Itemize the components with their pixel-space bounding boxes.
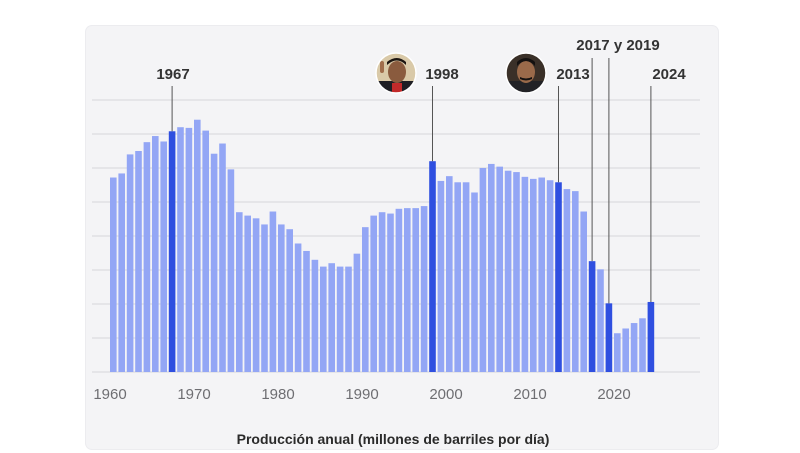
bar-1989 — [353, 253, 361, 372]
bar-2002 — [462, 182, 470, 372]
bar-1979 — [269, 211, 277, 372]
bar-2021 — [622, 328, 629, 372]
bar-1962 — [126, 154, 134, 372]
bar-1961 — [118, 173, 125, 372]
x-tick-1970: 1970 — [177, 386, 210, 403]
bar-1968 — [177, 127, 184, 372]
x-tick-2020: 2020 — [597, 386, 630, 403]
bar-2001 — [454, 182, 461, 372]
bar-2007 — [504, 170, 512, 372]
x-tick-1980: 1980 — [261, 386, 294, 403]
chavez-portrait — [375, 52, 417, 94]
bar-1988 — [345, 266, 352, 372]
bar-2000 — [446, 176, 453, 372]
bar-2009 — [521, 176, 529, 372]
annotation-leaders — [171, 58, 652, 304]
x-tick-1990: 1990 — [345, 386, 378, 403]
bar-1986 — [328, 263, 335, 372]
bar-2022 — [630, 323, 638, 372]
bar-1966 — [160, 141, 167, 372]
bar-1983 — [303, 250, 310, 372]
bar-1994 — [395, 208, 403, 372]
x-tick-1960: 1960 — [93, 386, 126, 403]
bar-1975 — [236, 212, 243, 372]
bar-2004 — [479, 168, 487, 372]
bar-1981 — [286, 229, 293, 372]
annotation-2024: 2024 — [652, 66, 686, 83]
bar-1985 — [320, 266, 327, 372]
bar-2008 — [513, 172, 520, 372]
bar-1987 — [336, 266, 344, 372]
bar-2017 — [588, 261, 596, 372]
bar-2020 — [614, 333, 621, 372]
bar-1995 — [404, 208, 411, 372]
bar-1969 — [185, 127, 193, 372]
bar-2011 — [538, 177, 545, 372]
x-tick-2010: 2010 — [513, 386, 546, 403]
bar-1963 — [135, 151, 142, 372]
bar-2019 — [605, 303, 613, 372]
bar-2010 — [530, 178, 537, 372]
annotation-1998: 1998 — [425, 66, 458, 83]
bar-1970 — [194, 119, 201, 372]
bar-1990 — [362, 227, 369, 372]
bar-1980 — [278, 224, 285, 372]
bar-1977 — [252, 218, 260, 372]
bar-2016 — [580, 211, 587, 372]
bar-1971 — [202, 130, 209, 372]
bar-2014 — [563, 189, 571, 372]
bar-1999 — [437, 180, 445, 372]
bar-1992 — [378, 212, 386, 372]
bar-2023 — [639, 318, 646, 372]
bar-1965 — [152, 136, 159, 372]
x-axis-label: Producción anual (millones de barriles p… — [237, 431, 550, 447]
bar-1984 — [311, 259, 319, 372]
bar-1991 — [370, 215, 377, 372]
bar-1997 — [420, 206, 428, 372]
bar-1973 — [219, 143, 226, 372]
annotation-1967: 1967 — [156, 66, 189, 83]
maduro-portrait — [505, 52, 547, 94]
bar-2018 — [597, 269, 604, 372]
bar-1967 — [168, 131, 176, 372]
bar-2005 — [488, 163, 495, 372]
bar-1960 — [110, 177, 117, 372]
bar-1964 — [143, 142, 151, 372]
bar-2003 — [471, 192, 478, 372]
bar-1978 — [261, 224, 268, 372]
x-axis-ticks: 1960 1970 1980 1990 2000 2010 2020 — [93, 386, 630, 403]
bar-2012 — [546, 180, 554, 372]
bar-2015 — [572, 191, 579, 372]
bars — [110, 119, 655, 372]
annotation-2017-2019: 2017 y 2019 — [576, 37, 659, 54]
bar-2024 — [647, 301, 655, 372]
bar-1976 — [244, 215, 251, 372]
bar-2006 — [496, 166, 503, 372]
bar-2013 — [555, 182, 562, 372]
bar-1998 — [429, 161, 436, 372]
bar-1972 — [210, 153, 218, 372]
bar-1982 — [294, 243, 302, 372]
bar-1993 — [387, 213, 394, 372]
annotation-2013: 2013 — [556, 66, 589, 83]
x-tick-2000: 2000 — [429, 386, 462, 403]
bar-1996 — [412, 208, 419, 372]
bar-1974 — [227, 169, 235, 372]
